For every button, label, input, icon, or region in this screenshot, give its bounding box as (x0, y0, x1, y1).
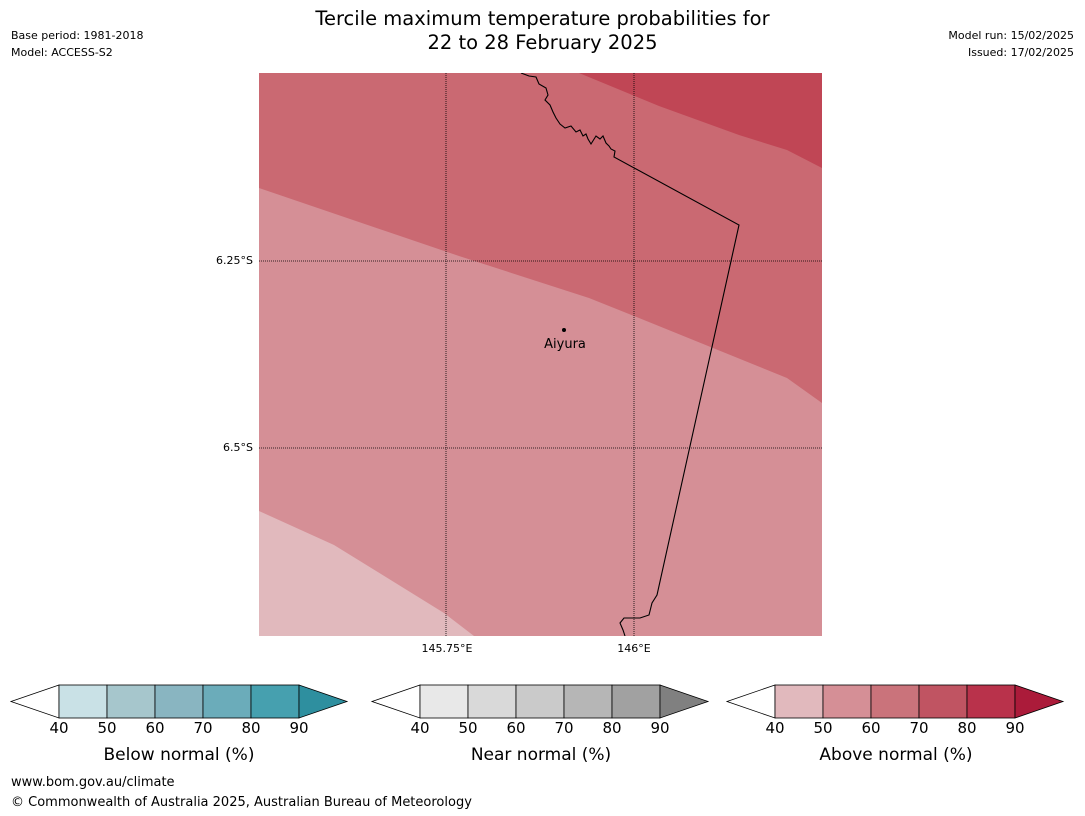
cb-above-bin-5 (966, 684, 1016, 719)
province-boundary (520, 73, 740, 636)
cb-below-tick-50: 50 (97, 719, 117, 737)
footer-copyright: © Commonwealth of Australia 2025, Austra… (11, 795, 472, 810)
place-label-aiyura: Aiyura (544, 337, 586, 352)
header-left: Base period: 1981-2018 Model: ACCESS-S2 (11, 27, 143, 61)
cb-above-title: Above normal (%) (819, 745, 973, 765)
cb-above-tick-50: 50 (813, 719, 833, 737)
cb-above-tick-60: 60 (861, 719, 881, 737)
cb-above-extend-low (725, 684, 776, 719)
base-period-text: Base period: 1981-2018 (11, 29, 144, 42)
footer-url[interactable]: www.bom.gov.au/climate (11, 775, 175, 790)
cb-below-tick-90: 90 (289, 719, 309, 737)
model-text: Model: ACCESS-S2 (11, 46, 113, 59)
issued-text: Issued: 17/02/2025 (967, 46, 1074, 59)
map-title: Tercile maximum temperature probabilitie… (0, 7, 1085, 55)
cb-below-tick-80: 80 (241, 719, 261, 737)
cb-near-bin-4 (563, 684, 613, 719)
cb-below-tick-70: 70 (193, 719, 213, 737)
cb-near-tick-40: 40 (410, 719, 430, 737)
probability-map (259, 73, 822, 636)
cb-near-tick-60: 60 (506, 719, 526, 737)
cb-near-bin-5 (611, 684, 661, 719)
cb-below-extend-high (298, 684, 349, 719)
cb-below-tick-60: 60 (145, 719, 165, 737)
region-above-60-70 (259, 73, 822, 403)
cb-above-bin-4 (918, 684, 968, 719)
title-line-1: Tercile maximum temperature probabilitie… (315, 7, 770, 30)
cb-above-extend-high (1014, 684, 1065, 719)
lat-label-6-25: 6.25°S (216, 254, 253, 267)
colorbar-above-normal (725, 684, 1065, 719)
colorbar-below-normal (9, 684, 349, 719)
cb-near-tick-80: 80 (602, 719, 622, 737)
aiyura-marker (562, 328, 566, 332)
cb-below-bin-2 (106, 684, 156, 719)
cb-above-tick-40: 40 (765, 719, 785, 737)
cb-below-bin-4 (202, 684, 252, 719)
title-line-2: 22 to 28 February 2025 (427, 31, 658, 54)
cb-near-extend-low (370, 684, 421, 719)
cb-below-tick-40: 40 (49, 719, 69, 737)
cb-near-tick-70: 70 (554, 719, 574, 737)
cb-below-bin-1 (58, 684, 108, 719)
cb-above-bin-3 (870, 684, 920, 719)
cb-below-bin-3 (154, 684, 204, 719)
header-right: Model run: 15/02/2025 Issued: 17/02/2025 (948, 27, 1074, 61)
cb-near-bin-1 (419, 684, 469, 719)
cb-below-title: Below normal (%) (103, 745, 255, 765)
lon-label-146: 146°E (617, 642, 651, 655)
cb-near-tick-50: 50 (458, 719, 478, 737)
cb-below-bin-5 (250, 684, 300, 719)
cb-above-tick-90: 90 (1005, 719, 1025, 737)
cb-above-tick-70: 70 (909, 719, 929, 737)
model-run-text: Model run: 15/02/2025 (948, 29, 1074, 42)
cb-above-tick-80: 80 (957, 719, 977, 737)
cb-near-extend-high (659, 684, 710, 719)
lat-label-6-5: 6.5°S (223, 441, 253, 454)
cb-near-bin-3 (515, 684, 565, 719)
cb-below-extend-low (9, 684, 60, 719)
cb-above-bin-1 (774, 684, 824, 719)
colorbar-near-normal (370, 684, 710, 719)
cb-above-bin-2 (822, 684, 872, 719)
cb-near-bin-2 (467, 684, 517, 719)
cb-near-tick-90: 90 (650, 719, 670, 737)
lon-label-145-75: 145.75°E (421, 642, 473, 655)
cb-near-title: Near normal (%) (470, 745, 612, 765)
region-above-70-80 (579, 73, 822, 168)
